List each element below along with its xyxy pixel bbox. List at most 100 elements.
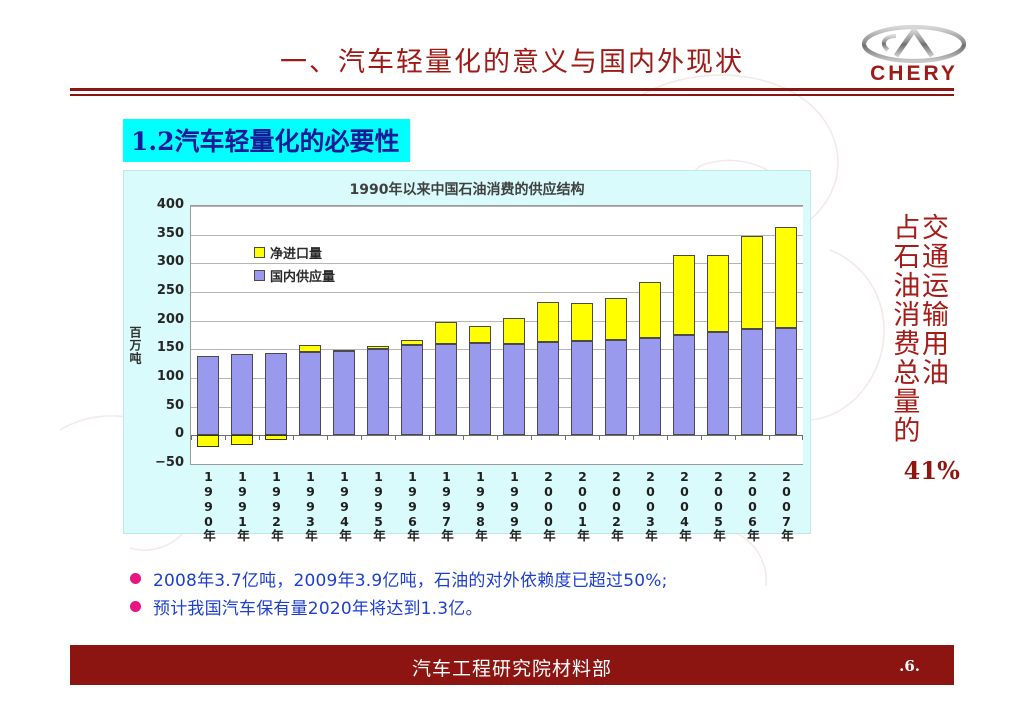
chart-bar-domestic-supply bbox=[672, 335, 696, 436]
chart-y-tick-label: 150 bbox=[156, 340, 184, 356]
chart-gridline bbox=[191, 349, 803, 351]
chart-bar-net-import bbox=[672, 254, 696, 335]
chart-panel: 1990年以来中国石油消费的供应结构 百万吨 400 350 300 250 200 15… bbox=[123, 170, 811, 542]
chart-x-tick-label: 1992年 bbox=[269, 469, 284, 542]
side-callout-percent: 41% bbox=[903, 456, 960, 485]
chart-bar-domestic-supply bbox=[570, 341, 594, 436]
chart-x-tick-label: 2005年 bbox=[711, 469, 726, 542]
bullet-text: 预计我国汽车保有量2020年将达到1.3亿。 bbox=[153, 599, 483, 619]
chart-gridline bbox=[191, 320, 803, 322]
chart-y-tick-label: 0 bbox=[174, 426, 184, 442]
chart-bar-net-import bbox=[740, 236, 764, 330]
chart-legend-item: 国内供应量 bbox=[254, 266, 335, 285]
chart-y-axis-label: 百万吨 bbox=[128, 326, 142, 365]
chart-x-tickmark bbox=[531, 435, 532, 441]
chart-bar-net-import bbox=[604, 298, 628, 340]
chart-x-tick-label: 2002年 bbox=[609, 469, 624, 542]
page-number: .6. bbox=[899, 657, 920, 675]
chart-bar-domestic-supply bbox=[332, 351, 356, 436]
page-title: 一、汽车轻量化的意义与国内外现状 bbox=[280, 47, 744, 78]
chart-legend-swatch bbox=[254, 270, 265, 281]
chart-x-tick-label: 1991年 bbox=[235, 469, 250, 542]
chart-x-tickmark bbox=[735, 435, 736, 441]
chart-bar-domestic-supply bbox=[434, 343, 458, 436]
chart-bar-net-import bbox=[264, 435, 288, 440]
chart-bar-domestic-supply bbox=[740, 329, 764, 436]
chart-x-tick-label: 2000年 bbox=[541, 469, 556, 542]
chart-y-tick-label: 50 bbox=[165, 397, 184, 413]
chart-x-tick-label: 1994年 bbox=[337, 469, 352, 542]
chart-gridline bbox=[191, 206, 803, 207]
chart-x-tick-label: 1999年 bbox=[507, 469, 522, 542]
chart-x-tickmark bbox=[225, 435, 226, 441]
chart-bar-net-import bbox=[332, 349, 356, 352]
footer-bar: 汽车工程研究院材料部 .6. bbox=[70, 645, 954, 685]
chart-x-tick-label: 1996年 bbox=[405, 469, 420, 542]
chart-title: 1990年以来中国石油消费的供应结构 bbox=[349, 182, 585, 198]
chart-x-tick-label: 2007年 bbox=[779, 469, 794, 542]
chart-bar-net-import bbox=[298, 345, 322, 353]
bullet-list: 2008年3.7亿吨，2009年3.9亿吨，石油的对外依赖度已超过50%; 预计我… bbox=[130, 566, 668, 622]
chart-x-tickmark bbox=[565, 435, 566, 441]
header-divider bbox=[70, 88, 954, 97]
chart-y-tick-label: 200 bbox=[156, 311, 184, 327]
chart-x-tickmark bbox=[191, 435, 192, 441]
chart-x-tick-label: 1995年 bbox=[371, 469, 386, 542]
chart-bar-net-import bbox=[230, 435, 254, 446]
chart-legend-label: 净进口量 bbox=[270, 247, 323, 262]
chart-legend-label: 国内供应量 bbox=[270, 270, 336, 285]
chart-bar-domestic-supply bbox=[196, 356, 220, 436]
chart-legend: 净进口量 国内供应量 bbox=[254, 243, 335, 289]
header-divider-thin bbox=[70, 94, 954, 96]
chart-x-tickmark bbox=[633, 435, 634, 441]
chart-x-tickmark bbox=[395, 435, 396, 441]
chart-x-tickmark bbox=[429, 435, 430, 441]
side-callout: 交通运输用油 占石油消费总量的 41% bbox=[888, 213, 959, 485]
bullet-item: 预计我国汽车保有量2020年将达到1.3亿。 bbox=[130, 594, 668, 619]
footer-text: 汽车工程研究院材料部 bbox=[411, 658, 612, 680]
chart-bar-domestic-supply bbox=[468, 343, 492, 436]
chart-bar-domestic-supply bbox=[298, 352, 322, 436]
chart-bar-domestic-supply bbox=[706, 331, 730, 436]
chery-logo: CHERY bbox=[826, 22, 1002, 86]
chart-bar-net-import bbox=[502, 317, 526, 344]
chart-gridline bbox=[191, 234, 803, 236]
chart-x-tick-label: 1998年 bbox=[473, 469, 488, 542]
chart-x-tick-label: 2003年 bbox=[643, 469, 658, 542]
chart-legend-item: 净进口量 bbox=[254, 243, 335, 262]
chart-bar-domestic-supply bbox=[604, 339, 628, 436]
chart-x-tick-label: 1993年 bbox=[303, 469, 318, 542]
chery-emblem-icon bbox=[861, 24, 967, 64]
side-callout-col-2: 占石油消费总量的 bbox=[888, 213, 920, 445]
section-heading: 1.2汽车轻量化的必要性 bbox=[123, 119, 410, 162]
chart-bar-net-import bbox=[434, 322, 458, 344]
chart-x-tickmark bbox=[463, 435, 464, 441]
chart-y-tick-label: 350 bbox=[156, 225, 184, 241]
chart-bar-domestic-supply bbox=[366, 349, 390, 436]
chart-x-tickmark bbox=[361, 435, 362, 441]
chart-bar-net-import bbox=[706, 255, 730, 332]
bullet-dot-icon bbox=[130, 573, 141, 584]
chart-y-tick-label: 100 bbox=[156, 369, 184, 384]
bullet-text: 2008年3.7亿吨，2009年3.9亿吨，石油的对外依赖度已超过50%; bbox=[153, 571, 668, 591]
chart-gridline bbox=[191, 263, 803, 265]
chart-x-tickmark bbox=[497, 435, 498, 441]
chart-x-tickmark bbox=[701, 435, 702, 441]
chart-legend-swatch bbox=[254, 247, 265, 258]
chart-x-tick-label: 2006年 bbox=[745, 469, 760, 542]
chart-x-tickmark bbox=[802, 435, 803, 441]
chart-bar-net-import bbox=[366, 346, 390, 350]
chart-bar-domestic-supply bbox=[638, 337, 662, 436]
chart-x-tick-label: 1997年 bbox=[439, 469, 454, 542]
chart-bar-net-import bbox=[570, 303, 594, 342]
chart-bar-domestic-supply bbox=[400, 344, 424, 436]
side-callout-col-1: 交通运输用油 bbox=[917, 213, 948, 387]
chart-bar-domestic-supply bbox=[264, 353, 288, 436]
chart-bar-net-import bbox=[774, 227, 798, 329]
chart-gridline bbox=[191, 292, 803, 293]
chart-x-tick-label: 2001年 bbox=[575, 469, 590, 542]
chart-x-tickmark bbox=[259, 435, 260, 441]
bullet-item: 2008年3.7亿吨，2009年3.9亿吨，石油的对外依赖度已超过50%; bbox=[130, 566, 668, 591]
chart-x-tickmark bbox=[293, 435, 294, 441]
chart-bar-net-import bbox=[638, 282, 662, 338]
